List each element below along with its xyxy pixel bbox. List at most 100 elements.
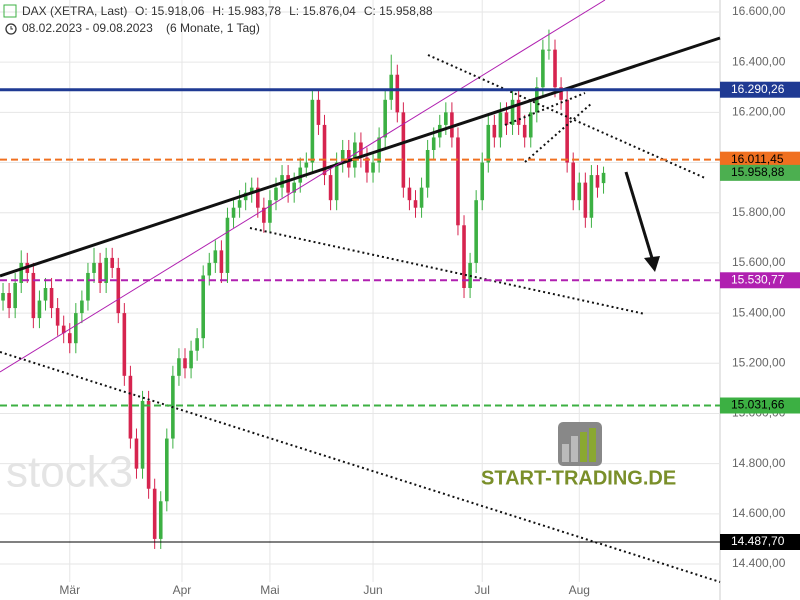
candle-body xyxy=(231,207,236,218)
candle-body xyxy=(553,49,557,88)
candle-body xyxy=(395,74,400,113)
candle-body xyxy=(158,501,163,539)
period: (6 Monate, 1 Tag) xyxy=(166,21,260,35)
trend-lines xyxy=(0,0,721,583)
y-tick-label: 16.200,00 xyxy=(732,105,786,119)
candle-body xyxy=(401,112,406,188)
candle-body xyxy=(219,250,224,273)
x-tick-label: Apr xyxy=(173,583,192,597)
candle-body xyxy=(583,182,588,218)
candle-body xyxy=(61,325,66,334)
candle-body xyxy=(431,137,436,150)
instrument: DAX (XETRA, Last) xyxy=(22,4,127,18)
candle-body xyxy=(389,74,394,100)
candle-body xyxy=(522,124,527,138)
candle-body xyxy=(110,257,115,268)
level-tag xyxy=(720,151,800,168)
candle-body xyxy=(595,175,600,188)
candle-body xyxy=(140,400,145,469)
candle-body xyxy=(510,99,515,125)
candle-body xyxy=(310,99,315,163)
last-price-tag xyxy=(720,164,800,181)
candle-body xyxy=(274,187,278,201)
y-tick-label: 15.400,00 xyxy=(732,305,786,319)
candle-body xyxy=(37,300,42,319)
candle-body xyxy=(201,275,206,339)
header: DAX (XETRA, Last) 08.02.2023 - 09.08.202… xyxy=(3,4,260,35)
candle-body xyxy=(122,313,127,376)
ohlc-label: C: 15.958,88 xyxy=(364,4,433,18)
level-label: 15.031,66 xyxy=(731,398,785,412)
x-tick-label: Jun xyxy=(363,583,382,597)
candle-body xyxy=(456,137,460,226)
candle-body xyxy=(304,162,309,168)
candle-body xyxy=(237,200,242,208)
candle-body xyxy=(444,112,448,125)
ohlc-label: H: 15.983,78 xyxy=(212,4,281,18)
brand-logo xyxy=(558,422,602,466)
candle-body xyxy=(462,225,466,288)
candle-body xyxy=(286,175,290,193)
candle-body xyxy=(407,187,412,201)
candle-body xyxy=(255,187,260,208)
candle-body xyxy=(474,200,478,263)
candle-body xyxy=(152,488,157,539)
candle-body xyxy=(577,182,582,201)
y-tick-label: 15.200,00 xyxy=(732,355,786,369)
last-price-label: 15.958,88 xyxy=(731,165,785,179)
watermark: stock3 xyxy=(6,448,133,497)
x-tick-label: Mai xyxy=(260,583,279,597)
level-tag xyxy=(720,397,800,414)
candle-body xyxy=(19,262,24,283)
x-tick-label: Aug xyxy=(569,583,590,597)
candle-body xyxy=(92,262,96,273)
x-tick-label: Jul xyxy=(475,583,490,597)
candle-body xyxy=(31,272,36,319)
candle-body xyxy=(49,288,54,309)
ohlc-label: L: 15.876,04 xyxy=(289,4,356,18)
brand: START-TRADING.DE xyxy=(481,467,676,489)
candle-body xyxy=(268,200,272,223)
candle-body xyxy=(13,282,17,309)
level-label: 15.530,77 xyxy=(731,272,785,286)
candle-body xyxy=(516,99,521,125)
candle-body xyxy=(213,250,218,263)
candle-body xyxy=(7,293,11,309)
level-tag xyxy=(720,81,800,98)
candle-body xyxy=(589,175,594,218)
y-tick-label: 14.400,00 xyxy=(732,556,786,570)
candle-body xyxy=(547,49,551,51)
candle-body xyxy=(104,257,108,283)
candle-body xyxy=(492,124,497,138)
candle-body xyxy=(353,142,357,168)
candle-body xyxy=(340,150,345,163)
candle-body xyxy=(559,87,563,100)
candle-body xyxy=(116,267,121,314)
candle-body xyxy=(98,262,102,283)
candle-body xyxy=(177,358,181,376)
candle-body xyxy=(146,400,151,489)
candle-body xyxy=(425,150,430,188)
candle-body xyxy=(67,333,72,344)
candle-body xyxy=(413,200,418,208)
x-tick-label: Mär xyxy=(59,583,80,597)
level-tag xyxy=(720,533,800,550)
candle-body xyxy=(1,293,5,301)
candle-body xyxy=(383,99,387,138)
y-tick-label: 14.600,00 xyxy=(732,506,786,520)
level-tag xyxy=(720,272,800,289)
candle-body xyxy=(292,182,296,193)
candle-body xyxy=(346,150,351,168)
candle-body xyxy=(365,157,369,173)
candle-body xyxy=(195,338,199,351)
candle-body xyxy=(43,288,48,301)
candle-body xyxy=(504,112,509,125)
candle-body xyxy=(183,358,187,369)
y-tick-label: 14.800,00 xyxy=(732,456,786,470)
candle-body xyxy=(80,300,84,314)
candle-body xyxy=(243,192,248,201)
candle-body xyxy=(189,350,193,369)
candle-body xyxy=(128,375,133,439)
